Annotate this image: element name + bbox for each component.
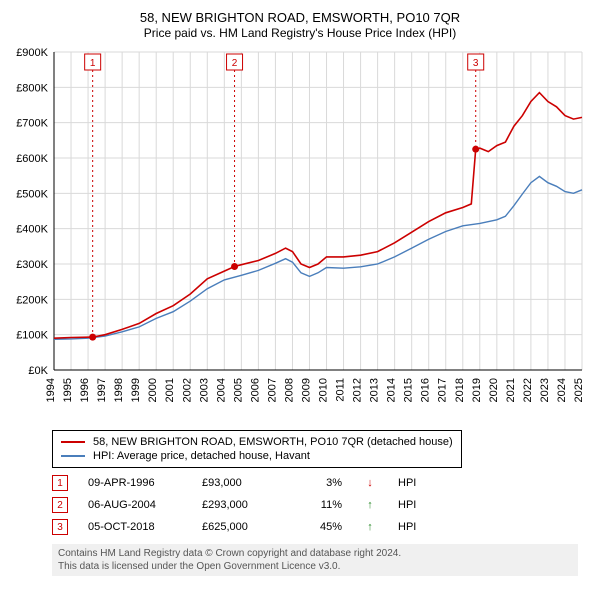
transaction-pct: 45% <box>302 521 342 533</box>
footer-line-2: This data is licensed under the Open Gov… <box>58 560 572 573</box>
chart-svg: £0K £100K £200K £300K £400K £500K £600K £700K £8… <box>8 46 592 426</box>
svg-text:2011: 2011 <box>335 378 347 402</box>
transaction-price: £293,000 <box>202 499 282 511</box>
chart-title: 58, NEW BRIGHTON ROAD, EMSWORTH, PO10 7Q… <box>8 10 592 25</box>
svg-text:£800K: £800K <box>16 82 48 94</box>
transaction-label: HPI <box>398 499 416 511</box>
svg-text:2008: 2008 <box>283 378 295 402</box>
transaction-date: 09-APR-1996 <box>88 477 182 489</box>
svg-text:2000: 2000 <box>147 378 159 402</box>
legend-item: HPI: Average price, detached house, Hava… <box>61 449 453 463</box>
svg-text:2007: 2007 <box>266 378 278 402</box>
svg-text:2021: 2021 <box>505 378 517 402</box>
svg-text:2006: 2006 <box>249 378 261 402</box>
svg-text:2025: 2025 <box>573 378 585 402</box>
svg-text:£500K: £500K <box>16 188 48 200</box>
svg-text:2012: 2012 <box>352 378 364 402</box>
svg-text:1996: 1996 <box>79 378 91 402</box>
svg-text:2020: 2020 <box>488 378 500 402</box>
transaction-marker: 3 <box>52 519 68 535</box>
svg-text:2013: 2013 <box>369 378 381 402</box>
transaction-price: £93,000 <box>202 477 282 489</box>
arrow-up-icon: ↑ <box>362 521 378 533</box>
svg-text:£200K: £200K <box>16 294 48 306</box>
svg-text:2024: 2024 <box>556 378 568 402</box>
svg-text:1995: 1995 <box>62 378 74 402</box>
svg-text:1994: 1994 <box>45 378 57 402</box>
svg-text:2004: 2004 <box>215 378 227 402</box>
svg-text:2010: 2010 <box>318 378 330 402</box>
svg-text:£700K: £700K <box>16 118 48 130</box>
transaction-marker: 2 <box>52 497 68 513</box>
svg-text:2018: 2018 <box>454 378 466 402</box>
transaction-label: HPI <box>398 521 416 533</box>
svg-text:2002: 2002 <box>181 378 193 402</box>
svg-text:1998: 1998 <box>113 378 125 402</box>
svg-text:2016: 2016 <box>420 378 432 402</box>
transaction-row: 1 09-APR-1996 £93,000 3% ↓ HPI <box>52 472 592 494</box>
svg-text:2015: 2015 <box>403 378 415 402</box>
svg-text:1: 1 <box>90 58 96 69</box>
legend-swatch <box>61 441 85 443</box>
svg-text:£0K: £0K <box>28 365 48 377</box>
legend-label: HPI: Average price, detached house, Hava… <box>93 450 310 462</box>
svg-text:2003: 2003 <box>198 378 210 402</box>
legend-item: 58, NEW BRIGHTON ROAD, EMSWORTH, PO10 7Q… <box>61 435 453 449</box>
chart-container: 58, NEW BRIGHTON ROAD, EMSWORTH, PO10 7Q… <box>0 0 600 582</box>
svg-text:3: 3 <box>473 58 479 69</box>
svg-text:1997: 1997 <box>96 378 108 402</box>
transaction-row: 3 05-OCT-2018 £625,000 45% ↑ HPI <box>52 516 592 538</box>
transaction-label: HPI <box>398 477 416 489</box>
svg-text:2005: 2005 <box>232 378 244 402</box>
transactions-table: 1 09-APR-1996 £93,000 3% ↓ HPI 2 06-AUG-2004 £29… <box>52 472 592 538</box>
transaction-pct: 3% <box>302 477 342 489</box>
svg-text:£100K: £100K <box>16 330 48 342</box>
transaction-row: 2 06-AUG-2004 £293,000 11% ↑ HPI <box>52 494 592 516</box>
arrow-down-icon: ↓ <box>362 477 378 489</box>
svg-text:£900K: £900K <box>16 47 48 59</box>
svg-text:2009: 2009 <box>300 378 312 402</box>
svg-text:2023: 2023 <box>539 378 551 402</box>
legend-label: 58, NEW BRIGHTON ROAD, EMSWORTH, PO10 7Q… <box>93 436 453 448</box>
transaction-marker: 1 <box>52 475 68 491</box>
svg-text:2017: 2017 <box>437 378 449 402</box>
svg-text:2: 2 <box>232 58 238 69</box>
svg-text:£400K: £400K <box>16 224 48 236</box>
transaction-pct: 11% <box>302 499 342 511</box>
transaction-date: 05-OCT-2018 <box>88 521 182 533</box>
svg-text:2014: 2014 <box>386 378 398 402</box>
arrow-up-icon: ↑ <box>362 499 378 511</box>
svg-text:2022: 2022 <box>522 378 534 402</box>
legend: 58, NEW BRIGHTON ROAD, EMSWORTH, PO10 7Q… <box>52 430 462 468</box>
svg-text:1999: 1999 <box>130 378 142 402</box>
transaction-price: £625,000 <box>202 521 282 533</box>
chart-subtitle: Price paid vs. HM Land Registry's House … <box>8 26 592 40</box>
footer-attribution: Contains HM Land Registry data © Crown c… <box>52 544 578 576</box>
chart-plot-area: £0K £100K £200K £300K £400K £500K £600K £700K £8… <box>8 46 592 426</box>
legend-swatch <box>61 455 85 457</box>
svg-text:2019: 2019 <box>471 378 483 402</box>
footer-line-1: Contains HM Land Registry data © Crown c… <box>58 547 572 560</box>
transaction-date: 06-AUG-2004 <box>88 499 182 511</box>
svg-text:£300K: £300K <box>16 259 48 271</box>
svg-text:2001: 2001 <box>164 378 176 402</box>
svg-text:£600K: £600K <box>16 153 48 165</box>
